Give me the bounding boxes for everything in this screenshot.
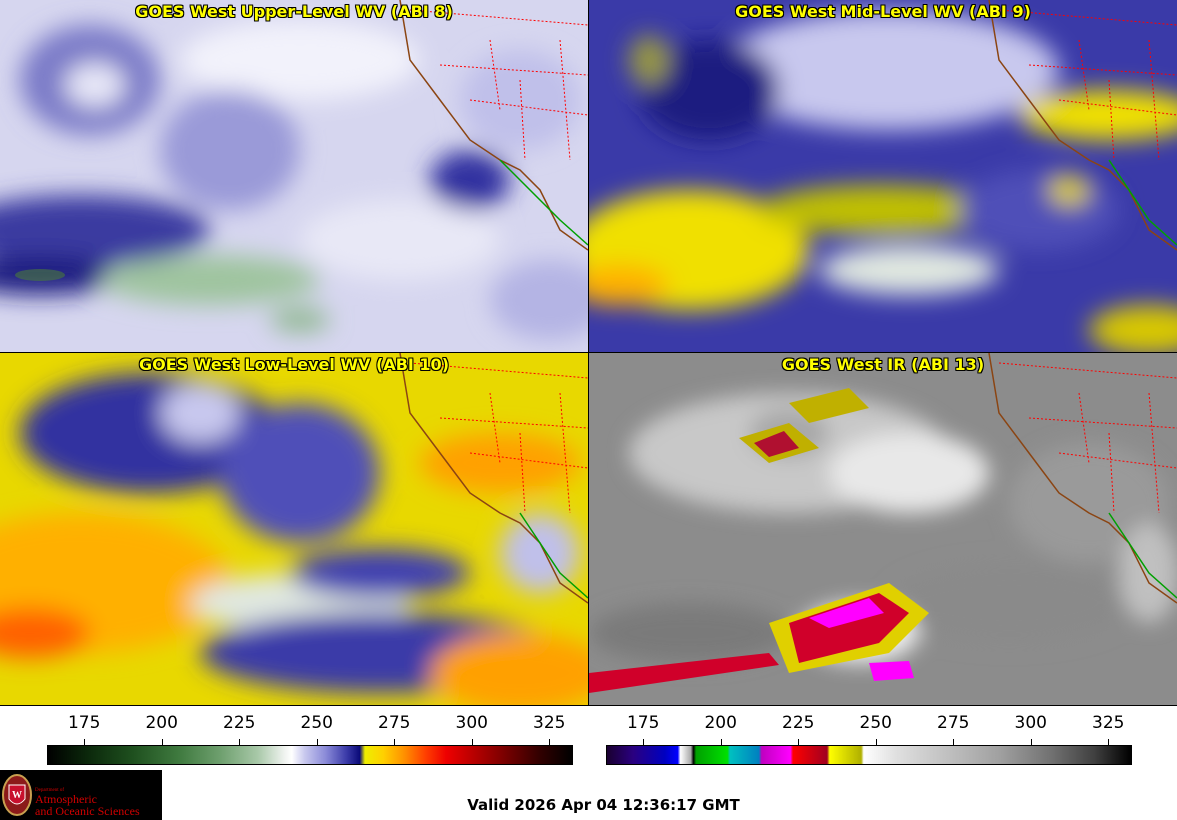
colorbar-tick-mark [316,739,318,745]
colorbar-tick-mark [643,739,645,745]
wv-colorbar-ticks: 175 200 225 250 275 300 325 [47,713,573,735]
panel-title: GOES West Upper-Level WV (ABI 8) [135,2,453,21]
panel-divider-bottom [0,705,1177,706]
colorbar-tick-label: 250 [300,713,333,733]
colorbar-tick-label: 325 [1092,713,1125,733]
colorbar-tick-label: 225 [223,713,256,733]
wv-colorbar: 175 200 225 250 275 300 325 [47,710,573,770]
upper-level-wv-panel: GOES West Upper-Level WV (ABI 8) [0,0,588,352]
colorbar-tick-label: 300 [1014,713,1047,733]
colorbar-tick-label: 175 [626,713,660,733]
low-level-wv-panel: GOES West Low-Level WV (ABI 10) [0,353,588,705]
mid-level-wv-panel: GOES West Mid-Level WV (ABI 9) [589,0,1177,352]
colorbar-tick-label: 325 [533,713,566,733]
colorbar-tick-label: 250 [859,713,892,733]
valid-time-label: Valid 2026 Apr 04 12:36:17 GMT [467,796,740,814]
colorbar-tick-mark [1108,739,1110,745]
logo-line-2: and Oceanic Sciences [35,804,140,818]
colorbar-tick-mark [798,739,800,745]
colorbar-tick-mark [720,739,722,745]
colorbar-tick-mark [239,739,241,745]
svg-text:W: W [12,790,22,801]
upper-level-wv-image [0,0,588,352]
infrared-panel: GOES West IR (ABI 13) [589,353,1177,705]
wv-colorbar-gradient [47,745,573,765]
panel-title: GOES West IR (ABI 13) [781,355,985,374]
panel-divider-horizontal [0,352,1177,353]
colorbar-tick-mark [1030,739,1032,745]
colorbar-tick-label: 225 [782,713,815,733]
colorbar-tick-label: 200 [145,713,178,733]
colorbar-tick-mark [471,739,473,745]
low-level-wv-image [0,353,588,705]
infrared-image [589,353,1177,705]
colorbar-tick-mark [394,739,396,745]
logo-line-1: Atmospheric [35,792,97,806]
ir-colorbar-ticks: 175 200 225 250 275 300 325 [606,713,1132,735]
colorbar-tick-mark [161,739,163,745]
panel-divider-vertical [588,0,589,706]
colorbar-tick-label: 275 [937,713,970,733]
aos-logo: W Department of Atmospheric and Oceanic … [0,770,162,820]
logo-dept: Department of [35,788,65,793]
colorbar-tick-mark [549,739,551,745]
colorbar-tick-label: 300 [455,713,488,733]
panel-title: GOES West Low-Level WV (ABI 10) [138,355,449,374]
colorbar-tick-mark [953,739,955,745]
ir-colorbar-gradient [606,745,1132,765]
panel-title: GOES West Mid-Level WV (ABI 9) [735,2,1031,21]
colorbar-tick-label: 275 [378,713,411,733]
colorbar-tick-label: 200 [704,713,737,733]
colorbar-tick-mark [84,739,86,745]
mid-level-wv-image [589,0,1177,352]
uw-crest-icon: W [2,774,32,816]
colorbar-tick-mark [875,739,877,745]
ir-colorbar: 175 200 225 250 275 300 325 [606,710,1132,770]
colorbar-tick-label: 175 [67,713,101,733]
